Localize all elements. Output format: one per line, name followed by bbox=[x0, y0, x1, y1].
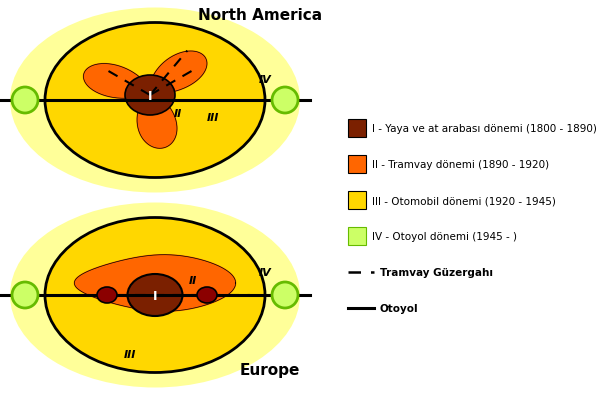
Bar bbox=[348, 227, 366, 245]
Ellipse shape bbox=[45, 217, 265, 373]
Circle shape bbox=[12, 87, 38, 113]
Circle shape bbox=[272, 282, 298, 308]
Text: IV: IV bbox=[259, 75, 271, 85]
Text: IV: IV bbox=[259, 268, 271, 278]
Text: IV - Otoyol dönemi (1945 - ): IV - Otoyol dönemi (1945 - ) bbox=[372, 232, 517, 242]
Text: III - Otomobil dönemi (1920 - 1945): III - Otomobil dönemi (1920 - 1945) bbox=[372, 196, 556, 206]
Text: I - Yaya ve at arabası dönemi (1800 - 1890): I - Yaya ve at arabası dönemi (1800 - 18… bbox=[372, 124, 597, 134]
Text: Europe: Europe bbox=[240, 363, 300, 377]
Text: II: II bbox=[174, 109, 182, 119]
Text: II - Tramvay dönemi (1890 - 1920): II - Tramvay dönemi (1890 - 1920) bbox=[372, 160, 549, 170]
Ellipse shape bbox=[10, 8, 300, 192]
Text: II: II bbox=[189, 276, 197, 286]
Text: I: I bbox=[153, 290, 157, 302]
Bar bbox=[348, 119, 366, 137]
Ellipse shape bbox=[10, 203, 300, 387]
Text: North America: North America bbox=[198, 8, 322, 22]
Text: III: III bbox=[207, 113, 219, 123]
Polygon shape bbox=[83, 51, 207, 148]
Ellipse shape bbox=[97, 287, 117, 303]
Ellipse shape bbox=[125, 75, 175, 115]
Polygon shape bbox=[74, 255, 236, 311]
Ellipse shape bbox=[197, 287, 217, 303]
Circle shape bbox=[12, 282, 38, 308]
Text: Tramvay Güzergahı: Tramvay Güzergahı bbox=[380, 268, 493, 278]
Ellipse shape bbox=[127, 274, 183, 316]
Text: I: I bbox=[148, 89, 152, 103]
Text: III: III bbox=[124, 350, 136, 360]
Text: Otoyol: Otoyol bbox=[380, 304, 418, 314]
Ellipse shape bbox=[45, 22, 265, 178]
Circle shape bbox=[272, 87, 298, 113]
Bar bbox=[348, 155, 366, 173]
Bar bbox=[348, 191, 366, 209]
